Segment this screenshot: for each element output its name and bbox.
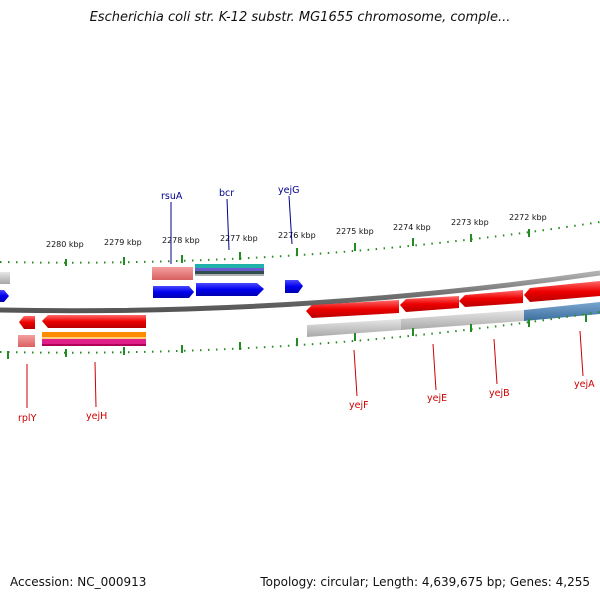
gene-label-bcr[interactable]: bcr bbox=[219, 188, 234, 199]
rsuA-cds-arrow[interactable] bbox=[153, 286, 194, 298]
gene-label-yejA[interactable]: yejA bbox=[574, 379, 595, 390]
gene-label-yejH[interactable]: yejH bbox=[86, 411, 107, 422]
accession-label: Accession: NC_000913 bbox=[10, 575, 147, 589]
genome-summary: Topology: circular; Length: 4,639,675 bp… bbox=[260, 575, 590, 589]
yejG-cds-arrow[interactable] bbox=[285, 280, 303, 293]
scale-label-2279: 2279 kbp bbox=[104, 238, 142, 247]
reverse-major-ticks bbox=[7, 314, 587, 359]
gene-label-yejE[interactable]: yejE bbox=[427, 393, 447, 404]
yejE-yejB-gene-feature[interactable] bbox=[401, 310, 524, 330]
scale-label-2274: 2274 kbp bbox=[393, 223, 431, 232]
yejH-cds-arrow[interactable] bbox=[42, 315, 146, 328]
yejF-gene-feature[interactable] bbox=[307, 319, 401, 337]
scale-label-2277: 2277 kbp bbox=[220, 234, 258, 243]
gene-label-yejF[interactable]: yejF bbox=[349, 400, 369, 411]
scale-labels: 2280 kbp 2279 kbp 2278 kbp 2277 kbp 2276… bbox=[46, 213, 547, 249]
gene-label-yejB[interactable]: yejB bbox=[489, 388, 510, 399]
yejA-gene-feature[interactable] bbox=[524, 302, 600, 321]
gene-label-rplY[interactable]: rplY bbox=[18, 413, 37, 424]
scale-label-2276: 2276 kbp bbox=[278, 231, 316, 240]
scale-label-2272: 2272 kbp bbox=[509, 213, 547, 222]
rplY-cds-arrow[interactable] bbox=[19, 316, 35, 329]
forward-gene-labels bbox=[170, 195, 293, 264]
forward-major-ticks bbox=[65, 229, 530, 266]
reverse-gene-labels bbox=[26, 330, 584, 408]
yejA-cds-arrow[interactable] bbox=[524, 281, 600, 302]
scale-label-2278: 2278 kbp bbox=[162, 236, 200, 245]
gene-label-yejG[interactable]: yejG bbox=[278, 185, 299, 196]
rplY-gene-feature[interactable] bbox=[18, 335, 35, 347]
forward-tick-track bbox=[0, 221, 600, 264]
gene-label-rsuA[interactable]: rsuA bbox=[161, 191, 183, 202]
yejB-cds-arrow[interactable] bbox=[459, 290, 523, 307]
scale-label-2273: 2273 kbp bbox=[451, 218, 489, 227]
yejE-cds-arrow[interactable] bbox=[400, 296, 459, 312]
chromosome-backbone[interactable] bbox=[0, 270, 600, 314]
yejF-cds-arrow[interactable] bbox=[306, 300, 399, 318]
rsuA-gene-feature[interactable] bbox=[152, 267, 193, 280]
map-title: Escherichia coli str. K-12 substr. MG165… bbox=[89, 10, 511, 25]
scale-label-2275: 2275 kbp bbox=[336, 227, 374, 236]
forward-feature-gray[interactable] bbox=[0, 272, 10, 284]
bcr-cds-arrow[interactable] bbox=[196, 283, 264, 296]
forward-cds-left-arrow[interactable] bbox=[0, 290, 9, 302]
scale-label-2280: 2280 kbp bbox=[46, 240, 84, 249]
yejH-gene-features[interactable] bbox=[42, 332, 146, 346]
bcr-gene-features[interactable] bbox=[195, 264, 264, 276]
